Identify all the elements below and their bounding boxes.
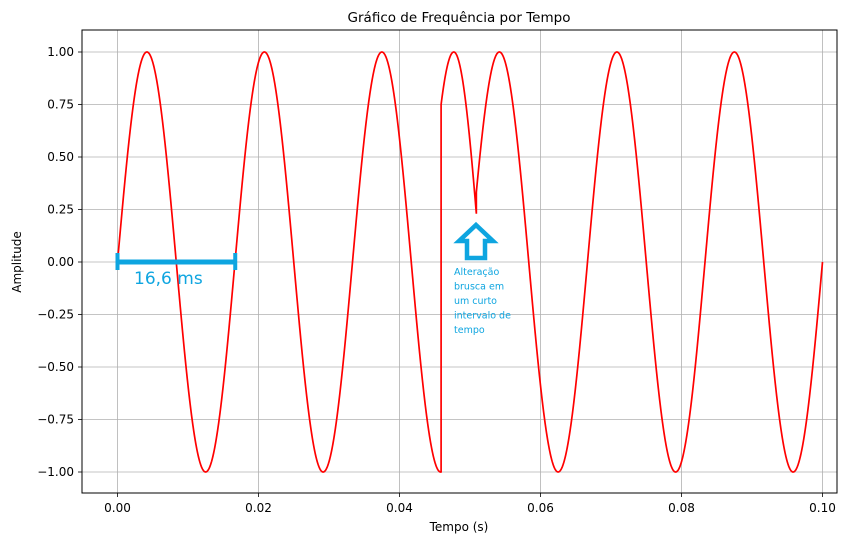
period-label: 16,6 ms	[134, 269, 203, 289]
y-tick-label: −0.75	[37, 413, 74, 427]
x-tick-label: 0.04	[386, 501, 413, 515]
annotations: 16,6 ms Alteração brusca em um curto interv…	[115, 221, 511, 336]
y-tick-label: −1.00	[37, 465, 74, 479]
y-axis-label: Amplitude	[10, 231, 24, 293]
y-tick-label: 0.50	[47, 150, 74, 164]
y-tick-label: −0.25	[37, 308, 74, 322]
chart-title: Gráfico de Frequência por Tempo	[348, 10, 571, 26]
x-axis-label: Tempo (s)	[429, 520, 489, 534]
annotation-line: Alteração	[454, 267, 499, 278]
x-tick-label: 0.06	[527, 501, 554, 515]
annotation-line: intervalo de	[454, 311, 511, 322]
x-tick-label: 0.08	[668, 501, 695, 515]
arrow-up-icon	[453, 221, 499, 261]
y-tick-label: 0.75	[47, 98, 74, 112]
x-tick-label: 0.00	[104, 501, 131, 515]
plot-frame	[81, 29, 838, 494]
annotation-line: brusca em	[454, 282, 504, 293]
annotation-line: tempo	[454, 325, 485, 336]
axis-ticks: 0.00 0.02 0.04 0.06 0.08 0.10 1.00 0.75 0.50 0.25…	[37, 45, 836, 515]
y-tick-label: 0.00	[47, 255, 74, 269]
y-tick-label: −0.50	[37, 360, 74, 374]
x-tick-label: 0.02	[245, 501, 272, 515]
y-tick-label: 1.00	[47, 45, 74, 59]
change-annotation-text: Alteração brusca em um curto intervalo de te…	[454, 267, 511, 336]
annotation-line: um curto	[454, 296, 497, 307]
x-tick-label: 0.10	[809, 501, 836, 515]
y-tick-label: 0.25	[47, 203, 74, 217]
